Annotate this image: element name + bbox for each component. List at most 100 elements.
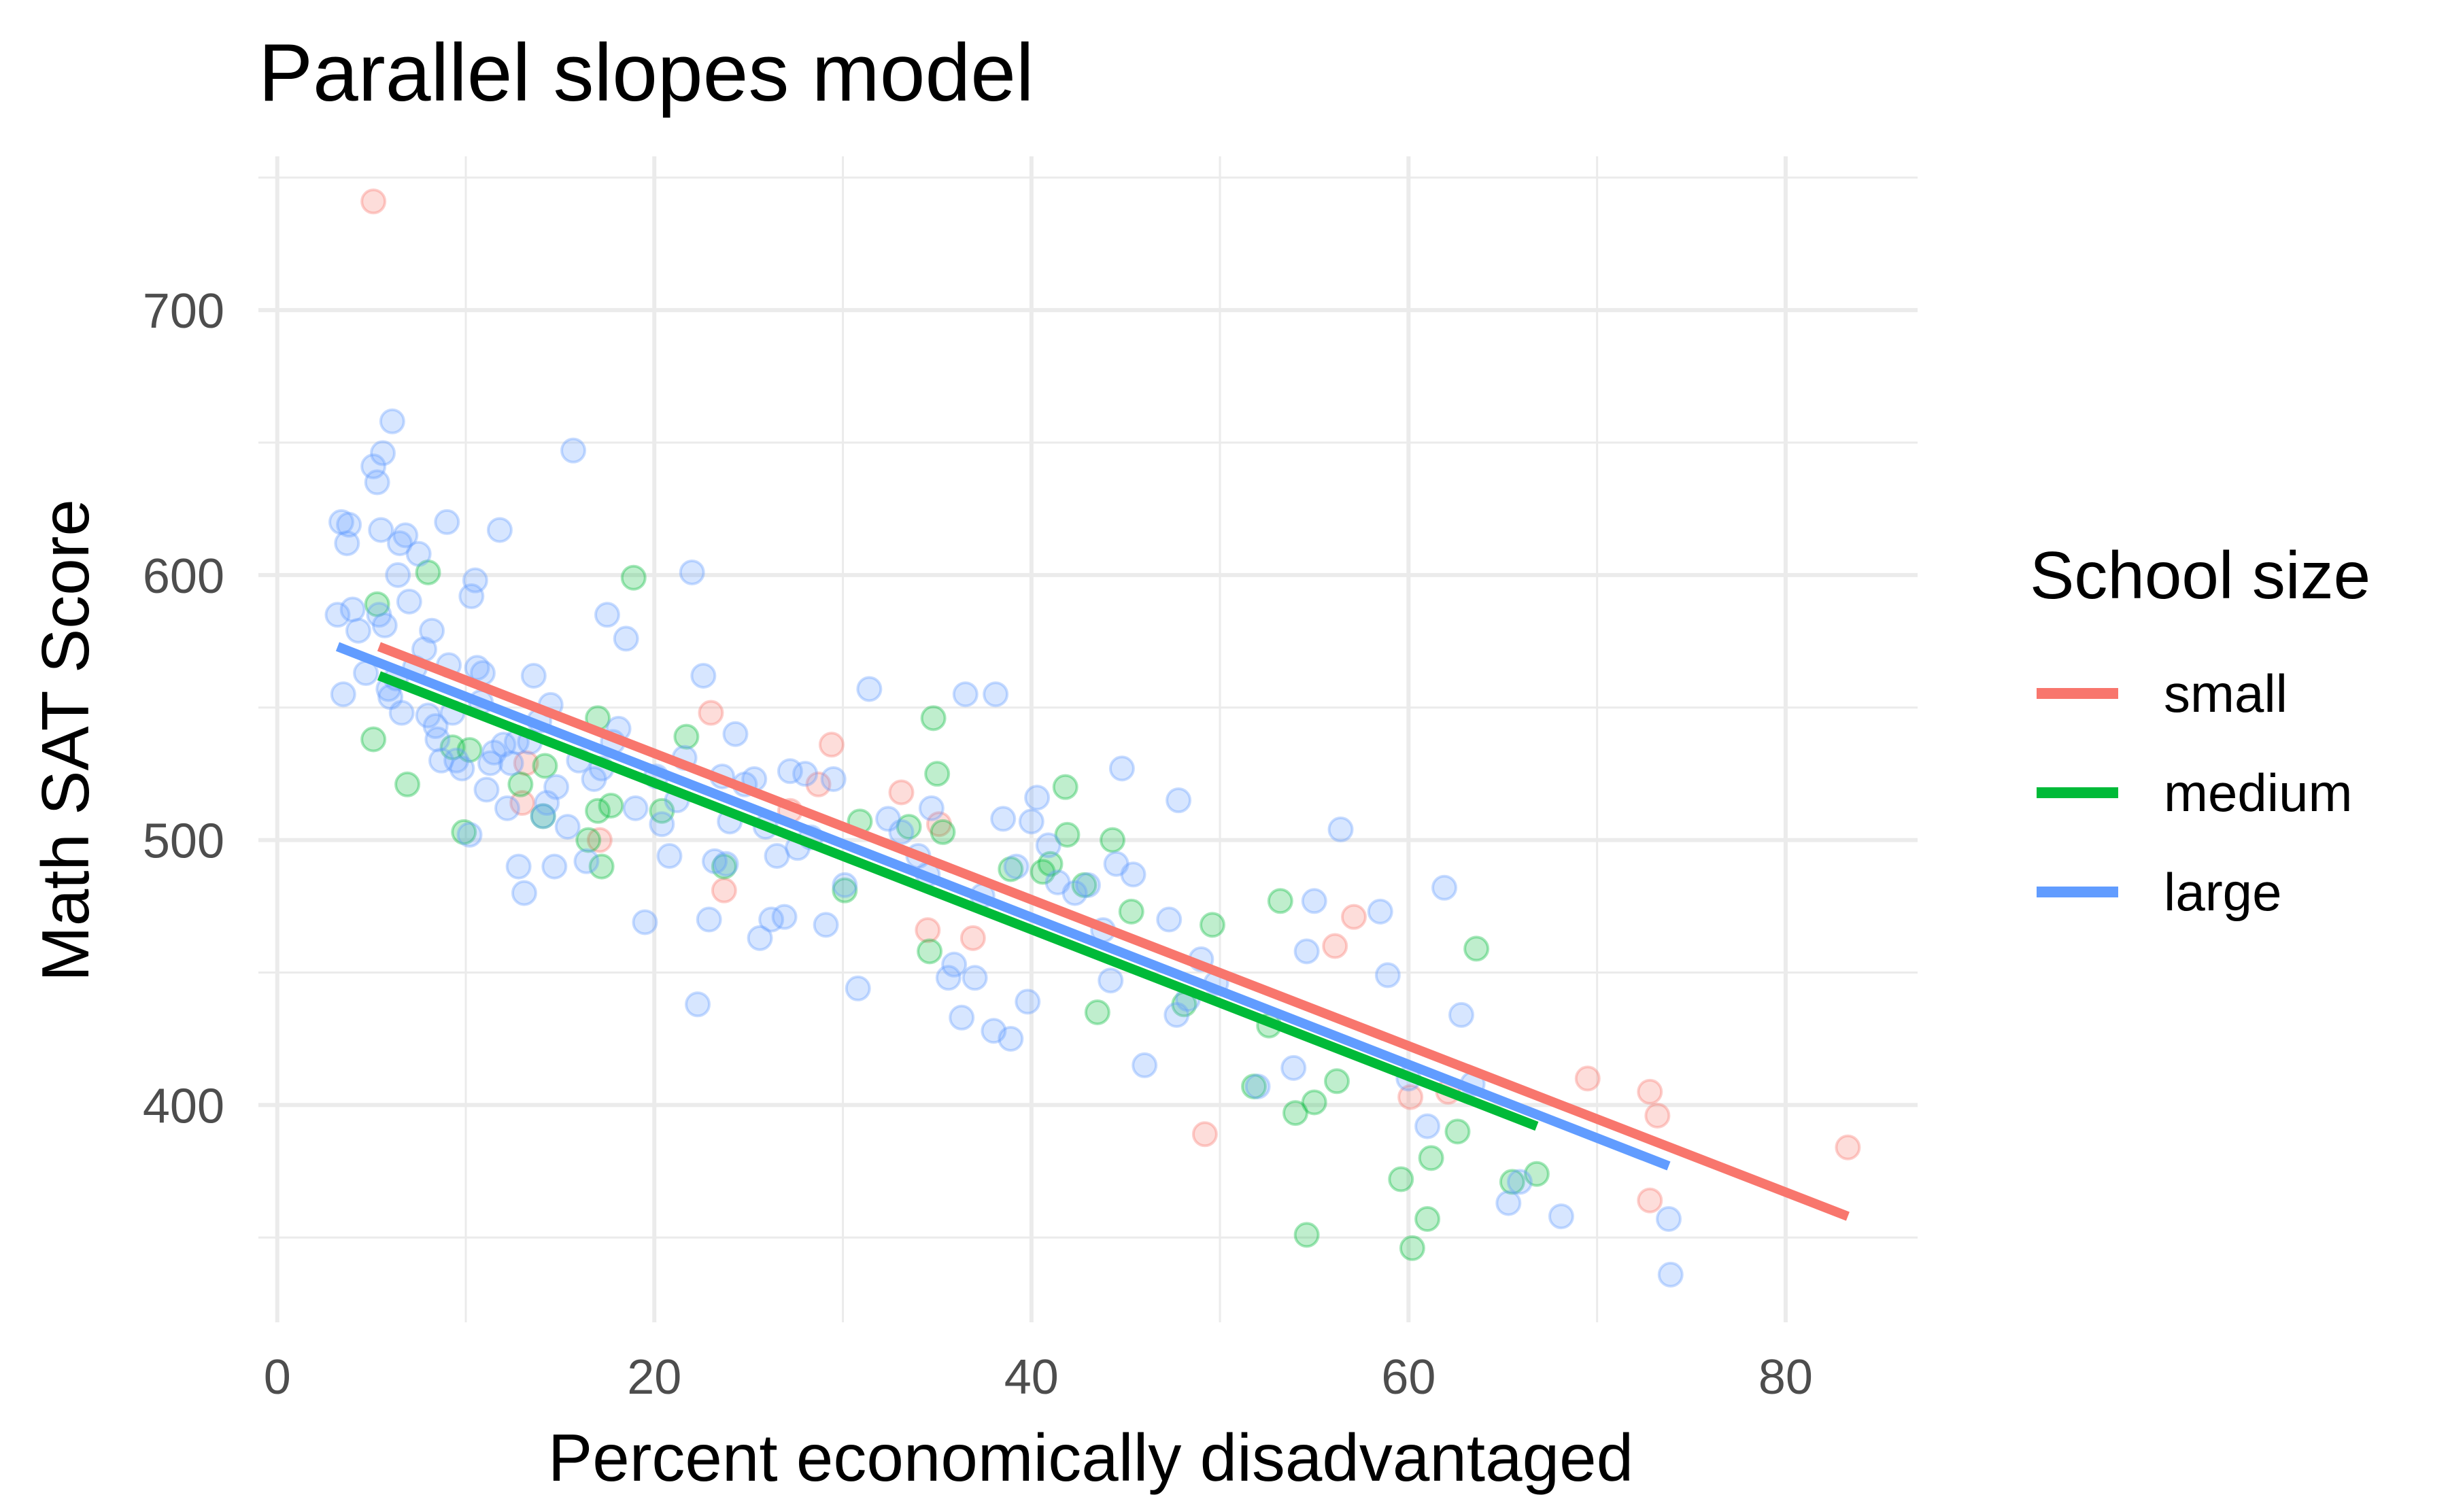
data-point-medium	[509, 773, 532, 796]
data-point-small	[1638, 1080, 1661, 1103]
data-point-medium	[1465, 937, 1488, 960]
data-point-large	[575, 850, 598, 873]
data-point-large	[633, 910, 656, 933]
data-point-large	[366, 470, 389, 494]
data-point-large	[658, 844, 681, 867]
data-point-large	[500, 752, 523, 775]
data-point-small	[1836, 1136, 1859, 1159]
data-point-large	[984, 683, 1007, 706]
data-point-medium	[918, 940, 941, 963]
data-point-large	[1369, 900, 1392, 923]
data-point-large	[543, 855, 566, 878]
scatter-points	[326, 190, 1859, 1286]
data-point-large	[407, 543, 430, 566]
data-point-large	[1508, 1170, 1531, 1193]
data-point-small	[1323, 935, 1346, 958]
data-point-large	[1020, 810, 1043, 833]
fit-line-small	[379, 647, 1848, 1216]
data-point-large	[698, 908, 721, 931]
data-point-large	[596, 603, 619, 626]
data-point-large	[773, 906, 796, 929]
data-point-large	[426, 728, 449, 751]
data-point-medium	[396, 773, 419, 796]
data-point-large	[1659, 1263, 1682, 1286]
data-point-large	[458, 823, 481, 846]
y-tick-label: 600	[143, 549, 224, 604]
legend-label-large: large	[2164, 862, 2281, 922]
data-point-large	[1016, 990, 1039, 1013]
data-point-large	[556, 815, 579, 838]
data-point-large	[332, 683, 355, 706]
data-point-medium	[1325, 1069, 1348, 1093]
data-point-large	[950, 1006, 973, 1029]
data-point-medium	[1269, 889, 1292, 912]
data-point-large	[1246, 1075, 1270, 1098]
legend-label-small: small	[2164, 664, 2288, 723]
data-point-large	[920, 797, 943, 820]
data-point-medium	[1101, 829, 1124, 852]
data-point-medium	[1303, 1090, 1326, 1114]
data-point-large	[624, 797, 647, 820]
data-point-large	[615, 627, 638, 650]
data-point-small	[890, 780, 913, 804]
data-point-large	[1295, 940, 1319, 963]
data-point-medium	[600, 794, 623, 817]
data-point-large	[1657, 1207, 1680, 1231]
y-tick-label: 400	[143, 1079, 224, 1133]
data-point-large	[890, 821, 913, 844]
data-point-large	[794, 762, 817, 785]
data-point-large	[999, 1027, 1022, 1050]
data-point-large	[1076, 874, 1100, 897]
data-point-medium	[1086, 1001, 1109, 1024]
legend-label-medium: medium	[2164, 763, 2352, 823]
data-point-large	[1037, 834, 1060, 857]
data-point-large	[822, 768, 845, 791]
data-point-medium	[1120, 900, 1143, 923]
data-point-small	[1646, 1104, 1669, 1127]
data-point-medium	[577, 829, 600, 852]
data-point-medium	[1295, 1223, 1319, 1246]
data-point-small	[1638, 1189, 1661, 1212]
data-point-large	[390, 702, 413, 725]
data-point-large	[1157, 908, 1180, 931]
data-point-large	[650, 812, 673, 836]
data-point-large	[488, 519, 511, 542]
data-point-small	[1193, 1122, 1217, 1146]
y-tick-label: 500	[143, 814, 224, 869]
data-point-large	[371, 442, 394, 465]
data-point-large	[692, 664, 715, 687]
data-point-large	[1167, 789, 1190, 812]
data-point-large	[1450, 1003, 1473, 1027]
data-point-small	[362, 190, 385, 213]
data-point-large	[398, 590, 421, 613]
data-point-small	[1342, 906, 1365, 929]
data-point-large	[1122, 863, 1145, 886]
data-point-large	[1282, 1056, 1305, 1080]
fit-line-medium	[379, 676, 1536, 1127]
data-point-medium	[925, 762, 949, 785]
data-point-large	[1005, 855, 1028, 878]
data-point-large	[373, 614, 396, 637]
x-tick-label: 40	[1004, 1350, 1059, 1405]
data-point-small	[1576, 1067, 1599, 1090]
y-tick-label: 700	[143, 284, 224, 339]
data-point-large	[507, 855, 530, 878]
data-point-medium	[1389, 1168, 1412, 1191]
legend-title: School size	[2030, 538, 2370, 613]
data-point-medium	[932, 821, 955, 844]
data-point-large	[833, 874, 856, 897]
data-point-large	[496, 797, 519, 820]
x-tick-label: 60	[1381, 1350, 1435, 1405]
data-point-large	[686, 993, 709, 1016]
data-point-large	[435, 511, 458, 534]
data-point-large	[1133, 1054, 1156, 1077]
data-point-large	[337, 513, 360, 536]
data-point-small	[820, 733, 843, 756]
data-point-large	[562, 439, 585, 462]
data-point-large	[513, 882, 536, 905]
data-point-large	[1416, 1115, 1439, 1138]
data-point-medium	[1054, 776, 1077, 799]
data-point-medium	[622, 566, 645, 589]
x-tick-label: 20	[627, 1350, 681, 1405]
data-point-large	[1329, 818, 1353, 841]
